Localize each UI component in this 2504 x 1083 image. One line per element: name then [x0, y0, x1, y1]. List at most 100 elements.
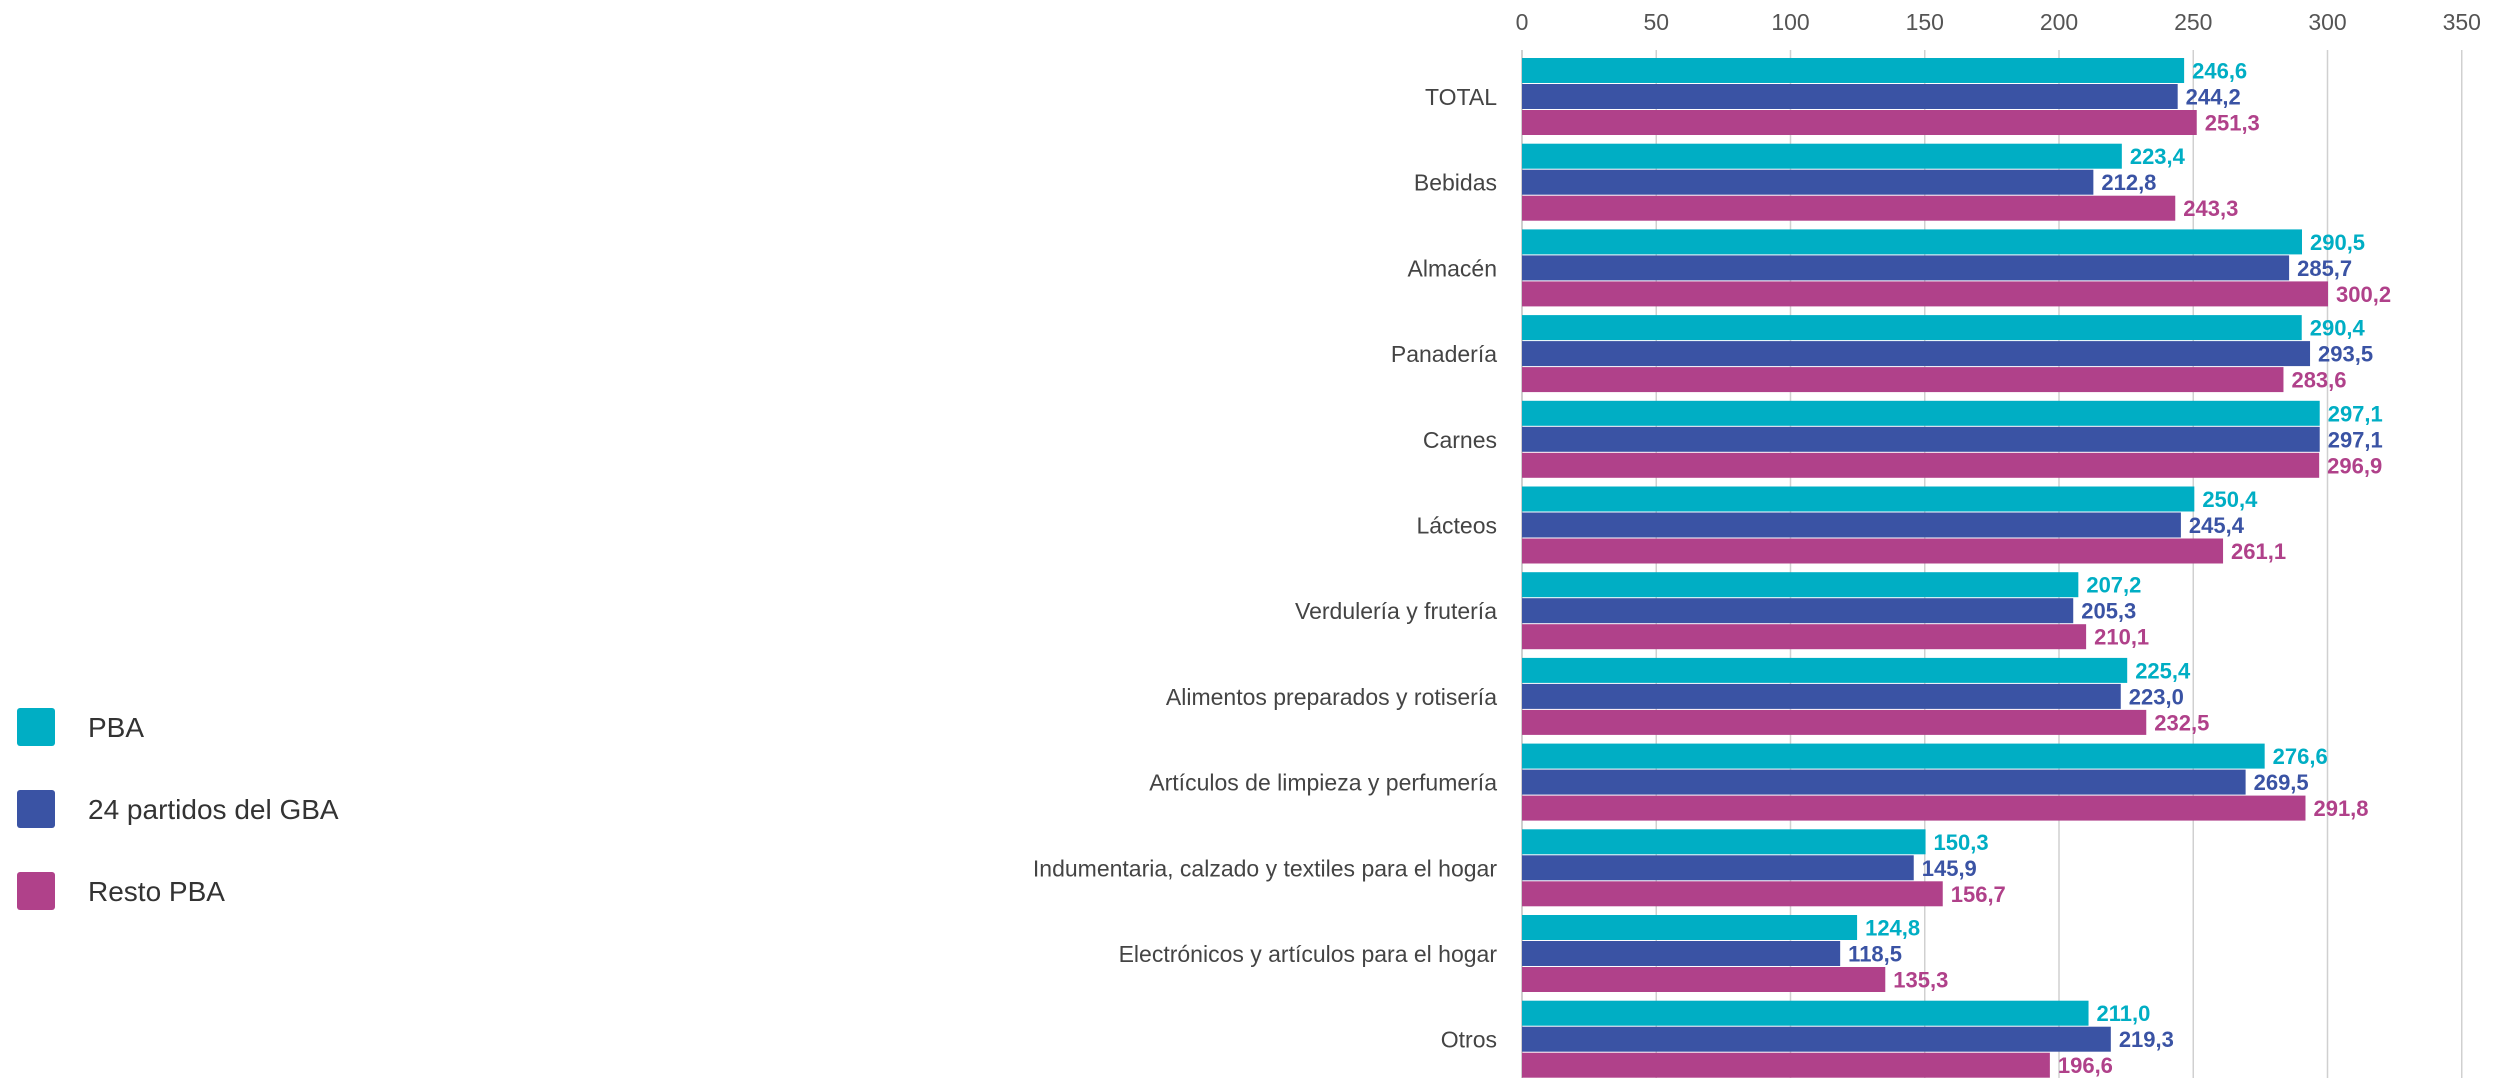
category-label: Panadería: [1391, 341, 1497, 367]
data-label: 251,3: [2205, 111, 2260, 136]
category-label: Carnes: [1423, 427, 1497, 453]
data-label: 300,2: [2336, 282, 2391, 307]
data-label: 290,5: [2310, 230, 2365, 255]
gridlines: [1521, 50, 2463, 1078]
category-label: Verdulería y frutería: [1295, 598, 1497, 624]
data-label: 297,1: [2328, 401, 2383, 426]
bar: [1522, 769, 2246, 795]
data-label: 245,4: [2189, 513, 2245, 538]
bar: [1522, 538, 2224, 564]
bar: [1522, 169, 2094, 195]
category-label: Alimentos preparados y rotisería: [1166, 684, 1497, 710]
bar: [1522, 452, 2320, 478]
bar: [1522, 624, 2087, 650]
data-label: 296,9: [2327, 453, 2382, 478]
bar: [1522, 143, 2122, 169]
bar: [1522, 486, 2195, 512]
category-label: Electrónicos y artículos para el hogar: [1119, 941, 1498, 967]
x-tick-label: 300: [2308, 9, 2346, 35]
data-label: 232,5: [2154, 710, 2209, 735]
bar: [1522, 110, 2197, 135]
data-label: 205,3: [2081, 599, 2136, 624]
bar: [1522, 941, 1841, 966]
bar: [1522, 709, 2147, 735]
legend-label: 24 partidos del GBA: [88, 794, 339, 825]
x-tick-label: 0: [1516, 9, 1529, 35]
bar: [1522, 195, 2176, 221]
data-label: 135,3: [1893, 968, 1948, 993]
category-label: Lácteos: [1416, 513, 1497, 539]
category-labels: TOTAL Bebidas Almacén Panadería Carnes Lácteo…: [1033, 84, 1497, 1053]
category-label: Otros: [1441, 1027, 1497, 1053]
data-label: 124,8: [1865, 916, 1920, 941]
x-tick-label: 100: [1771, 9, 1809, 35]
bar: [1522, 512, 2181, 538]
bar: [1522, 829, 1926, 855]
data-label: 211,0: [2097, 1001, 2151, 1026]
bar: [1522, 58, 2185, 83]
legend-label: PBA: [88, 712, 144, 743]
bar: [1522, 683, 2121, 709]
bar: [1522, 915, 1858, 940]
data-label: 145,9: [1922, 856, 1977, 881]
x-axis-ticks: 0 50 100 150 200 250 300 350: [1516, 9, 2481, 35]
bar: [1522, 341, 2311, 367]
category-label: Almacén: [1408, 255, 1497, 281]
bar: [1522, 229, 2302, 255]
data-label: 243,3: [2183, 196, 2238, 221]
data-label: 196,6: [2058, 1053, 2113, 1078]
bar: [1522, 795, 2306, 821]
data-label: 212,8: [2101, 170, 2156, 195]
x-tick-label: 150: [1906, 9, 1944, 35]
data-label: 250,4: [2202, 487, 2258, 512]
data-label: 293,5: [2318, 342, 2373, 367]
x-tick-label: 350: [2443, 9, 2481, 35]
data-label: 244,2: [2186, 85, 2241, 110]
bar: [1522, 400, 2320, 426]
data-label: 150,3: [1934, 830, 1989, 855]
data-label: 285,7: [2297, 256, 2352, 281]
category-label: Bebidas: [1414, 170, 1497, 196]
bar: [1522, 315, 2302, 341]
legend-swatch: [17, 872, 55, 910]
category-label: TOTAL: [1425, 84, 1497, 110]
x-tick-label: 200: [2040, 9, 2078, 35]
data-label: 225,4: [2135, 658, 2191, 683]
bar: [1522, 881, 1943, 907]
data-label: 261,1: [2231, 539, 2286, 564]
bar: [1522, 255, 2290, 281]
bars: [1522, 58, 2329, 1078]
bar: [1522, 1026, 2111, 1052]
data-label: 297,1: [2328, 427, 2383, 452]
legend-swatch: [17, 790, 55, 828]
category-label: Indumentaria, calzado y textiles para el…: [1033, 855, 1497, 881]
data-label: 219,3: [2119, 1027, 2174, 1052]
data-label: 290,4: [2310, 316, 2366, 341]
data-label: 118,5: [1848, 942, 1902, 967]
bar: [1522, 84, 2178, 109]
bar: [1522, 598, 2074, 624]
legend-swatch: [17, 708, 55, 746]
legend: PBA 24 partidos del GBA Resto PBA: [17, 708, 339, 910]
bar: [1522, 281, 2329, 307]
bar: [1522, 1052, 2050, 1078]
bar: [1522, 855, 1914, 881]
data-label: 246,6: [2192, 59, 2247, 84]
data-label: 276,6: [2273, 744, 2328, 769]
bar: [1522, 367, 2284, 393]
x-tick-label: 50: [1643, 9, 1669, 35]
bar: [1522, 967, 1886, 992]
data-label: 223,0: [2129, 684, 2184, 709]
legend-label: Resto PBA: [88, 876, 225, 907]
bar: [1522, 1000, 2089, 1026]
data-label: 207,2: [2086, 573, 2141, 598]
data-label: 210,1: [2094, 625, 2149, 650]
data-label: 283,6: [2291, 368, 2346, 393]
data-label: 223,4: [2130, 144, 2186, 169]
category-label: Artículos de limpieza y perfumería: [1149, 770, 1497, 796]
bar: [1522, 426, 2320, 452]
data-label: 291,8: [2313, 796, 2368, 821]
